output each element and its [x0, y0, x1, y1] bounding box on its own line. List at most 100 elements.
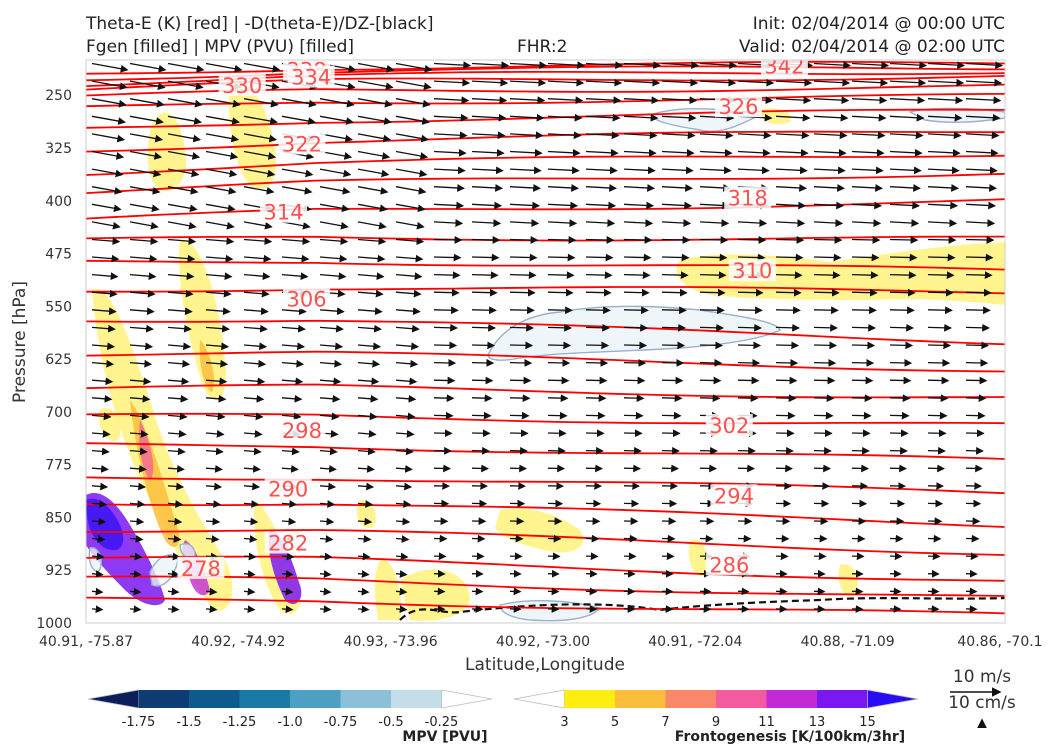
- wind-vector-arrow: [243, 115, 278, 125]
- wind-vector-arrow: [243, 570, 256, 578]
- wind-vector-arrow: [851, 376, 874, 385]
- wind-vector-arrow: [471, 96, 508, 105]
- wind-vector-arrow: [737, 288, 764, 297]
- wind-vector-arrow: [243, 500, 260, 508]
- colorbar-tick-label: 7: [661, 715, 669, 730]
- wind-vector-arrow: [281, 500, 298, 508]
- theta-e-label-background: [760, 60, 808, 77]
- wind-vector-arrow: [243, 587, 256, 596]
- wind-vector-arrow: [129, 429, 149, 438]
- wind-vector-arrow: [129, 500, 146, 508]
- colorbar-swatch: [391, 690, 442, 708]
- wind-vector-arrow: [167, 482, 185, 491]
- wind-vector-arrow: [889, 219, 920, 227]
- wind-vector-arrow: [205, 186, 237, 195]
- wind-vector-arrow: [205, 272, 233, 281]
- wind-vector-arrow: [509, 288, 536, 297]
- wind-vector-arrow: [623, 236, 653, 244]
- wind-vector-arrow: [851, 61, 890, 70]
- wind-vector-arrow: [965, 376, 988, 385]
- wind-vector-arrow: [357, 150, 391, 160]
- wind-vector-arrow: [737, 78, 775, 87]
- wind-vector-arrow: [509, 219, 540, 227]
- colorbar-swatch: [239, 690, 291, 708]
- wind-vector-arrow: [775, 184, 807, 192]
- wind-vector-arrow: [775, 323, 800, 332]
- wind-vector-arrow: [433, 219, 464, 227]
- wind-vector-arrow: [927, 184, 959, 192]
- wind-vector-arrow: [927, 78, 965, 87]
- wind-vector-arrow: [281, 412, 302, 421]
- wind-vector-arrow: [585, 394, 607, 403]
- wind-vector-arrow: [281, 98, 317, 108]
- wind-vector-arrow: [623, 61, 662, 70]
- wind-vector-arrow: [547, 236, 577, 244]
- wind-vector-arrow: [471, 341, 496, 350]
- wind-vector-arrow: [547, 219, 578, 227]
- wind-vector-arrow: [775, 219, 806, 227]
- fgen-colorbar: 3 5 7 9 11 13 15: [513, 689, 919, 730]
- wind-vector-arrow: [889, 306, 915, 315]
- wind-vector-arrow: [205, 605, 218, 614]
- wind-vector-arrow: [661, 253, 690, 262]
- wind-vectors: [91, 61, 1004, 614]
- wind-vector-arrow: [927, 96, 964, 105]
- plot-area: 3383423343303263223183143103063022982942…: [86, 54, 1005, 622]
- wind-vector-arrow: [357, 186, 389, 195]
- wind-vector-arrow: [889, 148, 923, 157]
- theta-e-label: 342: [764, 54, 804, 78]
- fgen-colorbar-label: Frontogenesis [K/100km/3hr]: [675, 729, 905, 745]
- wind-vector-arrow: [775, 306, 801, 315]
- wind-vector-arrow: [167, 307, 193, 316]
- wind-vector-arrow: [433, 236, 463, 244]
- wind-vector-arrow: [243, 412, 264, 421]
- theta-e-contour-line: [86, 286, 1005, 295]
- wind-vector-arrow: [661, 96, 698, 105]
- wind-vector-arrow: [813, 306, 839, 315]
- wind-vector-arrow: [167, 221, 197, 230]
- theta-e-label: 302: [709, 414, 749, 438]
- wind-vector-arrow: [889, 78, 927, 87]
- wind-vector-arrow: [471, 219, 502, 227]
- colorbar-swatch: [766, 690, 818, 708]
- mpv-colorbar: -1.75 -1.5 -1.25 -1.0 -0.75 -0.5 -0.25: [87, 689, 493, 730]
- colorbar-swatch: [716, 690, 767, 708]
- wind-vector-arrow: [91, 482, 109, 491]
- wind-vector-arrow: [547, 306, 573, 315]
- colorbar-tick-label: -1.0: [277, 715, 302, 730]
- wind-vector-arrow: [243, 377, 266, 386]
- wind-vector-arrow: [433, 271, 461, 280]
- wind-vector-arrow: [585, 323, 610, 332]
- wind-vector-arrow: [319, 535, 334, 543]
- theta-e-contour-line: [86, 259, 1005, 271]
- wind-vector-arrow: [585, 359, 609, 367]
- wind-vector-arrow: [585, 288, 612, 297]
- wind-vector-arrow: [281, 254, 310, 263]
- theta-e-label: 282: [268, 531, 308, 555]
- wind-vector-arrow: [965, 306, 991, 315]
- wind-vector-arrow: [813, 184, 845, 192]
- wind-vector-arrow: [623, 341, 648, 350]
- wind-vector-arrow: [395, 587, 408, 596]
- wind-vector-arrow: [129, 605, 142, 614]
- theta-e-label-background: [177, 556, 225, 579]
- wind-vector-arrow: [927, 271, 955, 280]
- x-tick-label: 40.91, -75.87: [39, 634, 133, 650]
- wind-vector-arrow: [661, 376, 684, 385]
- x-axis-label: Latitude,Longitude: [465, 655, 625, 675]
- wind-vector-arrow: [357, 447, 376, 456]
- wind-vector-arrow: [205, 307, 231, 316]
- wind-vector-arrow: [737, 376, 760, 385]
- wind-vector-arrow: [547, 148, 581, 157]
- wind-vector-arrow: [281, 552, 295, 561]
- theta-e-label: 290: [268, 477, 308, 501]
- wind-vector-arrow: [319, 203, 350, 213]
- wind-vector-arrow: [205, 324, 230, 333]
- wind-vector-arrow: [775, 271, 803, 280]
- wind-vector-arrow: [167, 98, 203, 108]
- wind-vector-arrow: [813, 201, 845, 210]
- wind-vector-arrow: [91, 447, 110, 456]
- wind-vector-arrow: [167, 535, 182, 543]
- wind-vector-arrow: [281, 377, 304, 386]
- wind-vector-arrow: [509, 341, 534, 350]
